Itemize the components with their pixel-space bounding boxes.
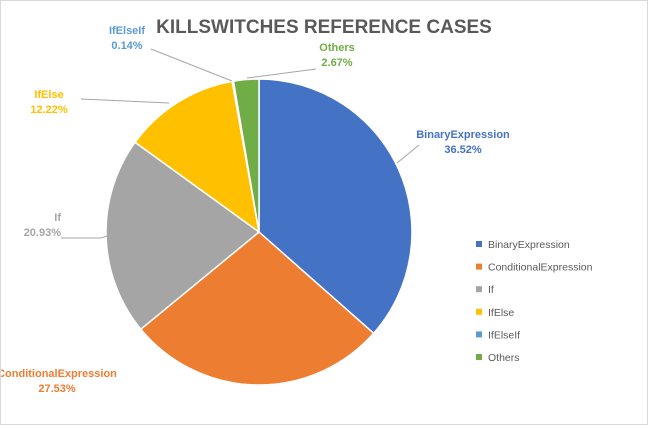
data-label-value-binary-expression: 36.52% <box>444 144 482 156</box>
leader-line-if-else-if <box>150 48 233 82</box>
pie-slice-if-else <box>134 80 261 234</box>
data-label-name-if-else-if: IfElseIf <box>109 25 145 37</box>
legend-swatch-others <box>476 354 482 360</box>
data-label-value-if-else: 12.22% <box>30 104 68 116</box>
leader-lines <box>61 48 420 239</box>
pie-slice-conditional-expression <box>139 231 375 386</box>
leader-line-others <box>246 68 317 79</box>
data-label-value-if: 20.93% <box>24 227 62 239</box>
legend-label-if-else-if: IfElseIf <box>488 329 520 341</box>
pie-slices <box>105 78 413 386</box>
legend-label-conditional-expression: ConditionalExpression <box>488 262 593 274</box>
data-label-name-others: Others <box>319 42 354 54</box>
legend-swatch-if-else <box>476 308 482 315</box>
legend-label-binary-expression: BinaryExpression <box>488 239 570 251</box>
pie-slice-others <box>232 78 260 233</box>
legend-label-if: If <box>488 284 494 296</box>
leader-line-if <box>61 227 133 239</box>
legend-swatch-if-else-if <box>476 331 482 338</box>
legend-swatch-if <box>476 286 482 293</box>
legend-label-others: Others <box>488 352 520 364</box>
data-label-name-binary-expression: BinaryExpression <box>416 129 510 141</box>
data-label-value-others: 2.67% <box>321 57 352 69</box>
data-label-value-conditional-expression: 27.53% <box>38 383 76 395</box>
data-label-name-conditional-expression: ConditionalExpression <box>1 368 117 380</box>
leader-line-binary-expression <box>396 144 420 164</box>
chart-title: KILLSWITCHES REFERENCE CASES <box>156 17 492 38</box>
data-label-value-if-else-if: 0.14% <box>111 40 142 52</box>
data-label-name-if-else: IfElse <box>34 89 63 101</box>
leader-line-if-else <box>80 98 170 104</box>
data-label-name-if: If <box>54 212 61 224</box>
legend-label-if-else: IfElse <box>488 307 514 319</box>
data-labels: BinaryExpression 36.52% ConditionalExpress… <box>1 25 510 395</box>
legend-swatch-binary-expression <box>476 241 482 247</box>
legend-swatch-conditional-expression <box>476 263 482 270</box>
pie-slice-binary-expression <box>258 78 413 335</box>
legend: BinaryExpression ConditionalExpression If I… <box>476 239 593 364</box>
